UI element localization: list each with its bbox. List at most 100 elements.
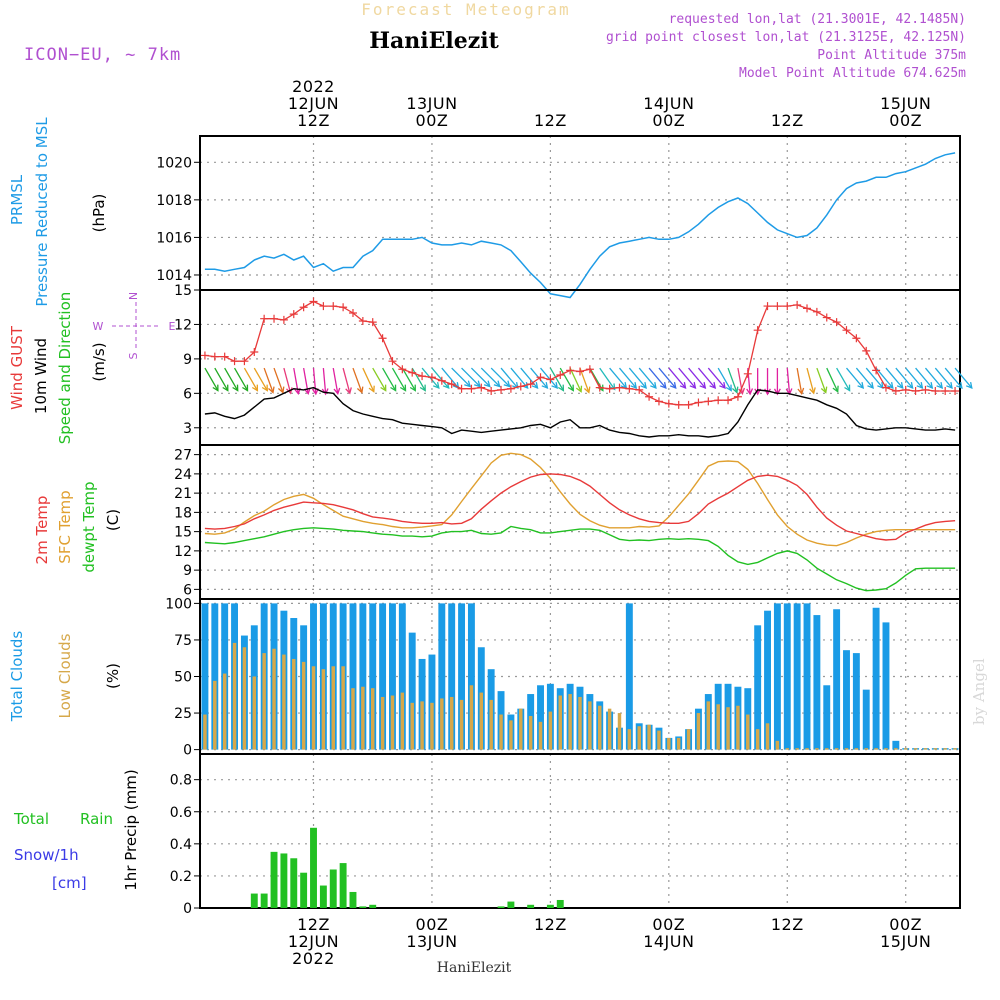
gust-marker [329, 302, 338, 311]
compass-w: W [93, 320, 104, 333]
wind-direction-arrow [658, 367, 677, 390]
arrow-head [432, 381, 440, 390]
bar-low-clouds [272, 648, 276, 750]
bar-total-clouds [398, 603, 406, 750]
bar-low-clouds [430, 702, 434, 750]
gust-marker [447, 380, 456, 389]
wind-direction-arrow [214, 367, 229, 392]
bar-low-clouds [736, 705, 740, 750]
bar-low-clouds [943, 748, 947, 750]
y-tick-label: 9 [183, 563, 192, 579]
compass-s: S [127, 352, 140, 359]
gust-marker [250, 348, 259, 356]
y-tick-label: 15 [174, 283, 192, 299]
gust-marker [408, 368, 417, 377]
requested-coords: requested lon,lat (21.3001E, 42.1485N) [669, 12, 966, 27]
arrow-shaft [569, 367, 582, 392]
bar-low-clouds [588, 701, 592, 750]
bar-total-clouds [448, 603, 456, 750]
arrow-shaft [441, 367, 460, 389]
arrow-shaft [204, 367, 219, 391]
bar-low-clouds [607, 708, 612, 750]
bar-low-clouds [213, 680, 217, 750]
bar-low-clouds [282, 654, 286, 750]
bar-rain [339, 863, 347, 908]
arrow-head [483, 380, 491, 388]
wind-direction-arrow [944, 367, 963, 390]
bar-low-clouds [953, 748, 957, 750]
bar-low-clouds [627, 729, 632, 750]
wind-direction-arrow [204, 367, 219, 392]
bar-low-clouds [400, 692, 405, 750]
bar-rain [546, 904, 554, 908]
location-title: HaniElezit [369, 28, 499, 54]
bar-low-clouds [351, 688, 355, 750]
arrow-shaft [688, 367, 706, 389]
gust-marker [270, 314, 279, 323]
bar-low-clouds [568, 694, 572, 750]
bar-low-clouds [528, 715, 533, 750]
arrow-shaft [520, 367, 538, 389]
y-tick-label: 15 [174, 525, 192, 541]
panel-label: (C) [104, 509, 122, 531]
gust-marker [240, 357, 249, 366]
gust-marker [753, 326, 762, 335]
wind-direction-arrow [470, 367, 491, 388]
gust-marker [526, 380, 535, 389]
bar-low-clouds [716, 704, 720, 750]
bar-total-clouds [783, 603, 791, 750]
gust-marker [674, 400, 683, 409]
bar-total-clouds [369, 603, 377, 750]
bar-low-clouds [578, 696, 582, 750]
arrow-shaft [796, 367, 803, 394]
arrow-shaft [283, 367, 292, 394]
arrow-head [797, 387, 805, 396]
bar-low-clouds [933, 748, 938, 750]
arrow-head [609, 383, 616, 391]
y-tick-label: 0.8 [170, 773, 192, 789]
bar-low-clouds [795, 748, 799, 750]
bar-low-clouds [923, 748, 928, 750]
arrow-shaft [845, 367, 864, 389]
wind-direction-arrow [224, 367, 239, 392]
bar-rain [270, 851, 278, 908]
bar-low-clouds [598, 705, 602, 750]
bar-total-clouds [389, 603, 396, 750]
gust-marker [279, 315, 288, 324]
wind-direction-arrow [648, 367, 667, 390]
bar-low-clouds [301, 661, 306, 750]
time-label: 12JUN [288, 94, 339, 113]
bar-low-clouds [341, 666, 345, 750]
gust-marker [477, 383, 486, 392]
bar-low-clouds [321, 669, 326, 750]
wind-direction-arrow [845, 367, 865, 390]
wind-direction-arrow [540, 367, 559, 390]
bar-low-clouds [232, 642, 237, 750]
arrow-shaft [352, 367, 363, 393]
arrow-shaft [885, 367, 904, 389]
time-label: 12Z [534, 915, 567, 934]
bar-rain [497, 906, 505, 908]
arrow-shaft [786, 368, 791, 395]
wind-direction-arrow [688, 367, 707, 390]
gust-marker [605, 384, 614, 393]
bar-total-clouds [408, 632, 416, 750]
wind-direction-arrow [441, 367, 460, 390]
panel-label: Total Clouds [8, 631, 26, 723]
arrow-shaft [816, 367, 827, 393]
point-altitude: Point Altitude 375m [817, 48, 966, 63]
arrow-head [232, 384, 239, 392]
arrow-head [731, 386, 739, 394]
gust-marker [911, 387, 920, 396]
bar-low-clouds [469, 685, 474, 750]
gust-marker [931, 387, 940, 396]
wind-direction-arrow [875, 367, 894, 390]
gust-marker [536, 373, 545, 382]
time-label: 12Z [771, 915, 804, 934]
panel-label: Speed and Direction [56, 292, 74, 445]
gust-marker [576, 367, 584, 376]
gust-marker [210, 352, 219, 361]
arrow-head [251, 384, 259, 392]
wind-direction-arrow [924, 367, 944, 390]
arrow-shaft [717, 367, 732, 391]
